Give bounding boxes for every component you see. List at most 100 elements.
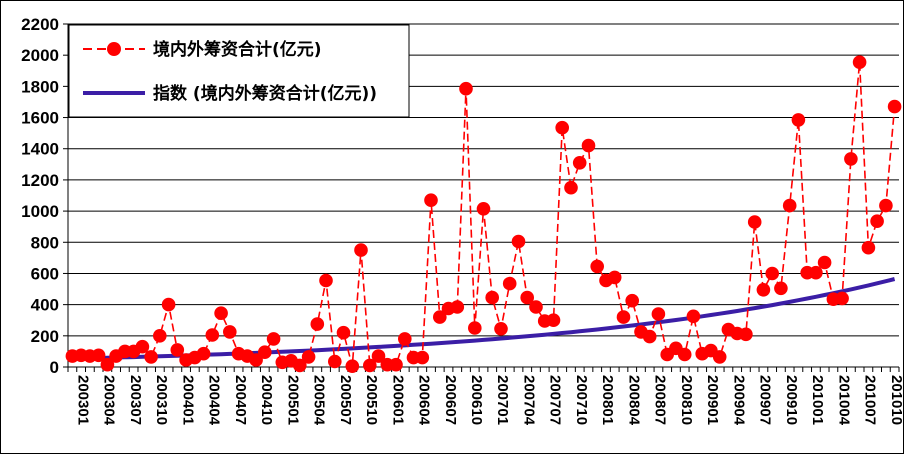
data-point-201009 <box>870 214 884 228</box>
data-point-200405 <box>205 328 220 342</box>
data-point-200411 <box>258 345 272 360</box>
y-tick-label-1600: 1600 <box>21 109 59 128</box>
data-point-200912 <box>791 113 806 127</box>
data-point-200512 <box>371 349 386 363</box>
y-tick-label-600: 600 <box>31 264 59 283</box>
y-tick-label-200: 200 <box>31 327 59 346</box>
x-tick-label-200404: 200404 <box>206 375 223 426</box>
data-point-200407 <box>223 325 237 339</box>
trend-line <box>72 277 896 361</box>
x-tick-label-200904: 200904 <box>730 375 747 426</box>
x-tick-label-200901: 200901 <box>704 375 721 425</box>
x-tick-label-200801: 200801 <box>599 375 616 425</box>
data-point-200803 <box>607 270 622 285</box>
data-point-200811 <box>677 347 692 362</box>
data-point-200310 <box>144 350 158 364</box>
data-point-201008 <box>861 240 876 255</box>
x-tick-label-200907: 200907 <box>757 375 774 425</box>
data-point-200911 <box>782 198 797 213</box>
x-tick-label-200307: 200307 <box>127 375 144 425</box>
data-point-200305 <box>100 357 115 372</box>
data-point-200705 <box>520 290 534 305</box>
x-tick-label-200507: 200507 <box>337 375 354 425</box>
data-point-201003 <box>817 255 832 270</box>
data-point-201005 <box>835 291 849 306</box>
data-point-200311 <box>153 329 167 343</box>
x-tick-label-201001: 201001 <box>809 375 826 425</box>
y-tick-label-1200: 1200 <box>21 171 59 190</box>
x-tick-label-200701: 200701 <box>494 375 511 425</box>
x-tick-label-200301: 200301 <box>74 375 91 425</box>
x-tick-label-200910: 200910 <box>783 375 800 425</box>
data-point-200611 <box>468 321 482 335</box>
y-tick-labels: 0 200 400 600 800 1000 1200 1400 1600 1800 2000 220… <box>21 15 59 377</box>
data-point-200808 <box>651 307 666 321</box>
data-point-200910 <box>774 281 788 296</box>
data-point-200703 <box>502 276 517 291</box>
data-point-200812 <box>686 309 701 324</box>
y-tick-label-2200: 2200 <box>21 15 59 34</box>
data-point-200602 <box>389 357 403 372</box>
data-point-200509 <box>345 359 360 374</box>
x-tick-label-200804: 200804 <box>625 375 642 426</box>
data-point-200907 <box>747 215 762 229</box>
data-point-201002 <box>809 265 823 280</box>
data-point-200706 <box>529 300 543 314</box>
x-tick-label-200704: 200704 <box>520 375 537 426</box>
data-point-200605 <box>415 350 430 365</box>
data-point-200401 <box>170 343 185 357</box>
data-point-200702 <box>494 322 508 336</box>
data-point-201011 <box>887 99 902 114</box>
axes <box>63 23 900 372</box>
data-point-200304 <box>91 348 106 363</box>
data-point-200610 <box>459 81 473 96</box>
legend-marker-icon <box>107 42 121 56</box>
x-tick-label-200810: 200810 <box>678 375 695 425</box>
data-point-200404 <box>196 346 211 361</box>
x-tick-label-200707: 200707 <box>547 375 564 425</box>
data-point-200309 <box>135 339 150 354</box>
x-tick-label-200807: 200807 <box>652 375 669 425</box>
x-tick-label-201007: 201007 <box>862 375 879 425</box>
data-point-200504 <box>301 350 316 364</box>
x-tick-label-200710: 200710 <box>573 375 590 425</box>
data-point-200805 <box>625 293 639 308</box>
x-tick-labels: 200301 200304 200307 200310 200401 200404 2004… <box>74 375 903 426</box>
data-point-201007 <box>852 55 867 69</box>
data-point-200708 <box>546 313 561 328</box>
legend-label-series-1: 境内外筹资合计(亿元) <box>153 39 322 60</box>
y-tick-label-1000: 1000 <box>21 202 59 221</box>
data-point-200612 <box>476 202 491 216</box>
data-point-200510 <box>354 243 368 257</box>
data-point-200503 <box>293 358 307 373</box>
y-tick-label-1800: 1800 <box>21 77 59 96</box>
data-point-200701 <box>485 290 500 305</box>
x-tick-label-200607: 200607 <box>442 375 459 425</box>
series <box>65 55 902 374</box>
data-point-200801 <box>590 259 604 274</box>
data-point-201006 <box>844 152 858 166</box>
data-point-200505 <box>310 317 325 331</box>
x-tick-label-200504: 200504 <box>311 375 328 426</box>
y-tick-label-1400: 1400 <box>21 140 59 159</box>
data-point-200709 <box>555 120 569 135</box>
data-point-200312 <box>161 297 176 312</box>
data-point-200711 <box>572 156 587 170</box>
data-point-200807 <box>642 329 657 344</box>
x-tick-label-200407: 200407 <box>232 375 249 425</box>
data-point-200704 <box>511 234 526 249</box>
x-tick-label-200604: 200604 <box>416 375 433 426</box>
legend: 境内外筹资合计(亿元) 指数 (境内外筹资合计(亿元)) <box>68 24 410 118</box>
data-point-200710 <box>564 180 578 195</box>
data-point-200607 <box>433 310 447 324</box>
legend-label-series-2: 指数 (境内外筹资合计(亿元)) <box>153 83 377 104</box>
y-tick-label-2000: 2000 <box>21 46 59 65</box>
x-tick-label-200501: 200501 <box>284 375 301 425</box>
data-point-200507 <box>328 354 342 369</box>
legend-box <box>68 24 410 118</box>
x-tick-label-200304: 200304 <box>101 375 118 426</box>
data-point-200511 <box>363 358 377 373</box>
data-point-200603 <box>398 332 412 346</box>
data-point-200804 <box>616 310 631 324</box>
x-tick-label-200410: 200410 <box>258 375 275 425</box>
